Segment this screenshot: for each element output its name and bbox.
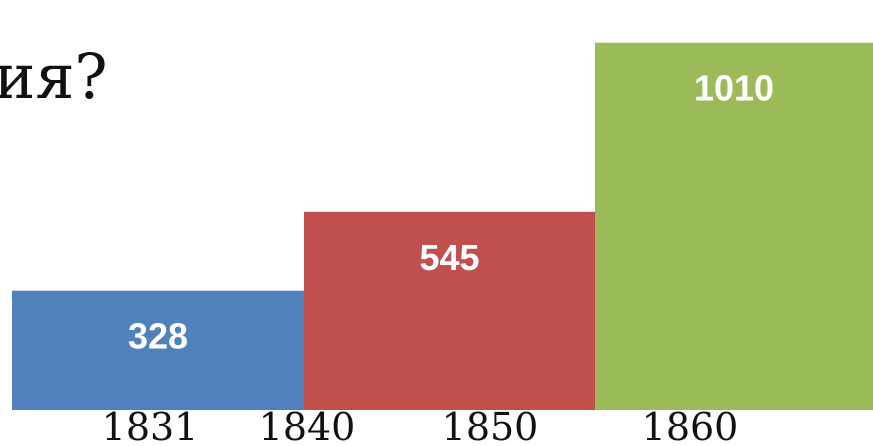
bar-1840 (304, 211, 595, 410)
data-label-1840: 545 (419, 237, 479, 278)
data-label-1850: 1010 (694, 68, 774, 109)
bar-1850 (595, 42, 873, 411)
title-fragment: ия? (0, 40, 108, 113)
x-tick-label-1831: 1831 (102, 405, 199, 446)
data-label-1831: 328 (128, 316, 188, 357)
x-tick-label-1850: 1850 (442, 405, 539, 446)
bar-1831 (12, 290, 304, 410)
x-tick-label-1860: 1860 (642, 405, 739, 446)
x-tick-label-1840: 1840 (259, 405, 356, 446)
